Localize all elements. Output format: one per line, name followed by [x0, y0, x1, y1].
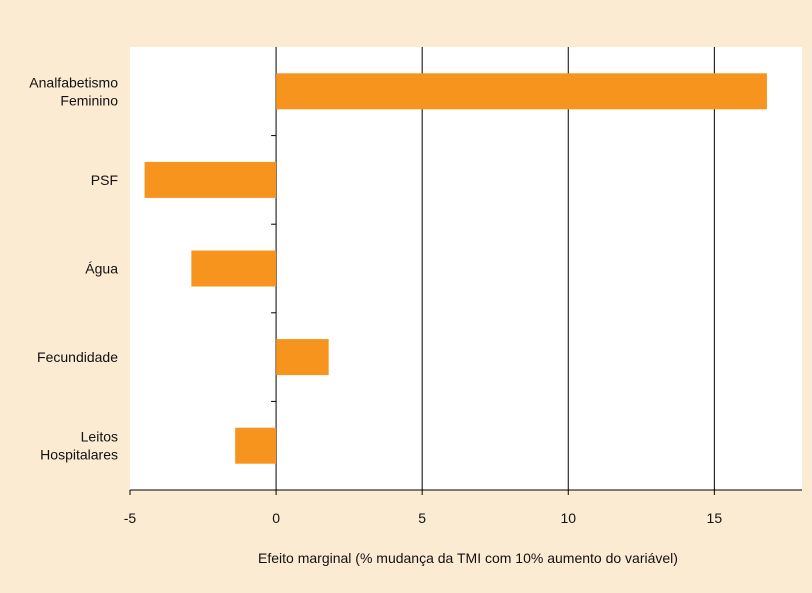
bar	[144, 161, 277, 198]
x-tick-label: -5	[124, 510, 137, 526]
bar	[276, 73, 767, 110]
y-category-label: Leitos Hospitalares	[40, 429, 118, 463]
x-tick-label: 10	[560, 510, 576, 526]
x-tick-labels: -5 0 5 10 15	[124, 510, 723, 526]
x-tick-label: 15	[707, 510, 723, 526]
y-category-labels: Analfabetismo Feminino PSF Água Fecundidade L…	[29, 74, 118, 462]
x-tick-label: 0	[272, 510, 280, 526]
bar	[191, 250, 277, 287]
y-category-label: PSF	[91, 172, 118, 188]
y-category-label: Água	[85, 261, 118, 277]
x-axis-label: Efeito marginal (% mudança da TMI com 10…	[258, 550, 678, 566]
bar	[235, 427, 277, 464]
y-category-label: Fecundidade	[37, 349, 118, 365]
x-tick-label: 5	[418, 510, 426, 526]
bars	[144, 73, 767, 464]
bar	[276, 339, 329, 376]
y-category-label: Analfabetismo Feminino	[29, 74, 118, 108]
